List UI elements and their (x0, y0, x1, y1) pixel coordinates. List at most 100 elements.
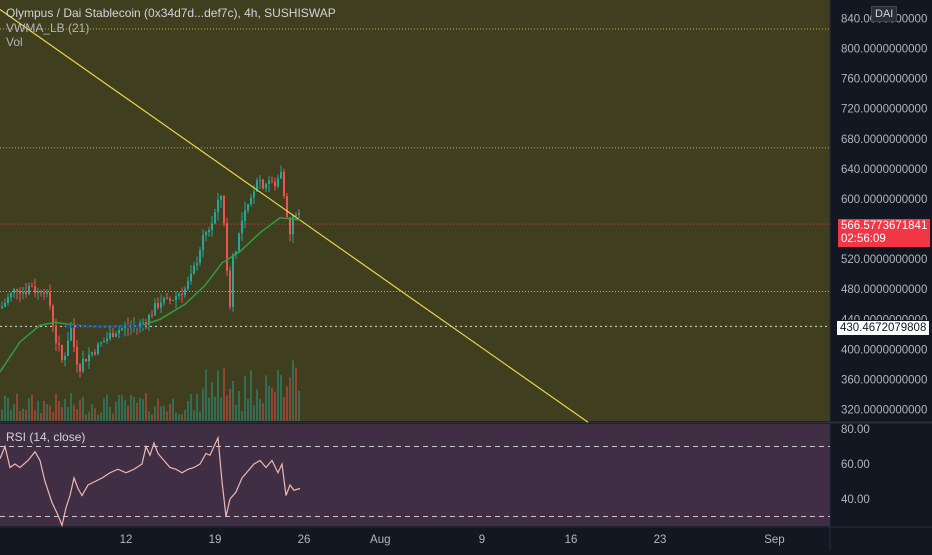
candle-body (109, 332, 111, 339)
candle-body (205, 231, 207, 236)
candle-body (91, 352, 93, 355)
volume-bar (64, 398, 66, 421)
rsi-axis[interactable]: 80.00 60.00 40.00 (841, 424, 870, 506)
candle-body (184, 288, 186, 295)
time-tick-label: Sep (764, 534, 784, 546)
price-tick-label: 800.0000000000 (841, 44, 927, 56)
candle-body (181, 293, 183, 295)
volume-bar (160, 406, 162, 421)
price-tick-label: 400.0000000000 (841, 344, 927, 356)
candle-body (55, 325, 57, 344)
volume-bar (232, 380, 234, 421)
volume-bar (100, 412, 102, 421)
candle-body (244, 210, 246, 221)
candle-body (292, 214, 294, 235)
candle-body (106, 338, 108, 342)
candle-body (259, 179, 261, 181)
candle-body (118, 330, 120, 334)
candle-body (187, 281, 189, 289)
overlay-lines (0, 8, 589, 423)
candle-body (250, 197, 252, 205)
volume-bar (115, 401, 117, 421)
time-tick-label: 26 (298, 534, 311, 546)
volume-bar (208, 397, 210, 421)
candle-body (223, 195, 225, 224)
candle-body (235, 251, 237, 255)
chart-title[interactable]: Olympus / Dai Stablecoin (0x34d7d...def7… (6, 6, 336, 20)
volume-bar (10, 409, 12, 421)
candle-body (226, 223, 228, 271)
volume-bar (61, 407, 63, 421)
volume-bar (247, 398, 249, 421)
candle-body (82, 358, 84, 372)
time-axis[interactable]: 12 19 26 Aug 9 16 23 Sep (120, 534, 785, 546)
volume-bar (163, 405, 165, 421)
candle-body (25, 291, 27, 295)
candle-body (247, 204, 249, 211)
volume-bar (298, 390, 300, 421)
price-axis[interactable]: 840.0000000000800.0000000000760.00000000… (841, 14, 927, 417)
volume-bar (220, 397, 222, 421)
volume-bar (211, 382, 213, 421)
candle-body (103, 341, 105, 343)
candle-body (40, 291, 42, 293)
candle-body (115, 333, 117, 337)
candle-body (241, 220, 243, 234)
candle-body (256, 180, 258, 192)
candle-body (160, 302, 162, 308)
candle-body (34, 286, 36, 293)
candle-body (52, 305, 54, 326)
currency-badge[interactable]: DAI (871, 6, 898, 22)
volume-bar (46, 404, 48, 421)
volume-bar (283, 396, 285, 421)
price-tick-label: 480.0000000000 (841, 284, 927, 296)
volume-bar (79, 399, 81, 421)
rsi-pane[interactable] (0, 424, 830, 526)
last-price-tag: 566.5773671841 02:56:09 (838, 219, 931, 247)
indicator-vol-label[interactable]: Vol (6, 35, 23, 49)
volume-bar (127, 405, 129, 421)
candle-body (112, 332, 114, 337)
volume-bar (262, 403, 264, 421)
candle-body (157, 303, 159, 308)
candle-body (172, 299, 174, 301)
candle-body (295, 214, 297, 216)
candle-body (19, 291, 21, 294)
volume-bar (85, 414, 87, 421)
candle-body (253, 191, 255, 198)
volume-bar (277, 370, 279, 421)
rsi-label[interactable]: RSI (14, close) (6, 430, 86, 444)
volume-bar (52, 412, 54, 421)
volume-bar (241, 411, 243, 421)
candle-body (169, 298, 171, 301)
candle-body (121, 328, 123, 331)
candle-body (13, 289, 15, 293)
volume-bar (94, 408, 96, 421)
candle-body (265, 183, 267, 189)
volume-bar (292, 360, 294, 421)
price-tick-label: 320.0000000000 (841, 405, 927, 417)
volume-bar (202, 388, 204, 421)
volume-bar (49, 405, 51, 421)
candle-body (196, 262, 198, 266)
volume-bar (91, 404, 93, 421)
volume-bar (130, 394, 132, 421)
main-price-pane[interactable] (0, 0, 830, 421)
price-tick-label: 360.0000000000 (841, 374, 927, 386)
candle-body (154, 303, 156, 316)
candle-body (190, 273, 192, 282)
volume-bar (196, 393, 198, 421)
indicator-vwma-label[interactable]: VWMA_LB (21) (6, 21, 90, 35)
volume-bar (199, 411, 201, 421)
volume-bar (55, 393, 57, 421)
candle-body (70, 325, 72, 341)
price-tick-label: 520.0000000000 (841, 254, 927, 266)
volume-bar (217, 370, 219, 421)
volume-bar (43, 400, 45, 421)
candle-body (193, 265, 195, 274)
volume-bar (133, 396, 135, 421)
candle-body (229, 270, 231, 307)
candle-body (64, 356, 66, 361)
